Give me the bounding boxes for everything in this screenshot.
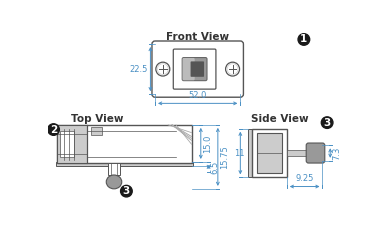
Circle shape	[226, 62, 239, 76]
Bar	[248, 129, 252, 177]
FancyBboxPatch shape	[306, 143, 325, 163]
Text: 3: 3	[123, 186, 130, 196]
Bar	[287, 150, 308, 156]
Text: 3: 3	[323, 118, 331, 128]
Text: 6.5: 6.5	[211, 160, 220, 174]
Text: Top View: Top View	[71, 114, 124, 124]
Circle shape	[121, 185, 132, 197]
Circle shape	[298, 34, 310, 45]
Text: Side View: Side View	[251, 114, 309, 124]
Bar	[256, 133, 282, 173]
Circle shape	[48, 124, 59, 135]
FancyBboxPatch shape	[191, 61, 204, 77]
Text: 15.0: 15.0	[203, 134, 212, 152]
Bar	[57, 125, 191, 163]
FancyBboxPatch shape	[182, 58, 207, 81]
Bar	[108, 163, 120, 175]
Bar	[57, 125, 87, 163]
FancyBboxPatch shape	[173, 49, 216, 89]
Text: 22.5: 22.5	[130, 65, 148, 74]
Circle shape	[156, 62, 170, 76]
Bar	[91, 127, 102, 135]
Text: 15.75: 15.75	[220, 145, 229, 169]
Bar	[56, 162, 193, 166]
Ellipse shape	[106, 175, 122, 189]
Text: 9.25: 9.25	[295, 174, 314, 184]
Text: Front View: Front View	[166, 32, 229, 42]
FancyBboxPatch shape	[152, 41, 243, 97]
Circle shape	[321, 117, 333, 128]
FancyBboxPatch shape	[182, 58, 195, 80]
Text: 2: 2	[50, 125, 57, 135]
Bar	[60, 131, 74, 157]
Bar	[252, 129, 287, 177]
Text: 7.3: 7.3	[333, 146, 341, 160]
Text: 52.0: 52.0	[189, 91, 207, 100]
Text: 1: 1	[300, 34, 308, 44]
Text: 11: 11	[234, 148, 244, 158]
